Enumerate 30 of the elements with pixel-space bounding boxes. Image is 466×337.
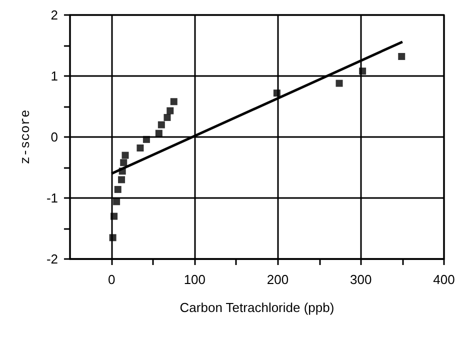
point (142, 136, 150, 143)
point (110, 212, 118, 220)
point (273, 90, 280, 97)
point (113, 198, 120, 206)
y-axis-title: z-score (18, 110, 33, 164)
point (164, 114, 171, 121)
x-tick-label: 0 (108, 272, 116, 287)
point (398, 52, 406, 60)
y-tick-label: -2 (46, 252, 58, 266)
y-tick-label: 0 (50, 130, 58, 144)
y-tick-label: -1 (46, 190, 58, 206)
point (120, 159, 128, 166)
point (166, 107, 174, 114)
point (336, 80, 343, 87)
point (118, 176, 126, 184)
point (170, 98, 178, 106)
x-tick-label: 100 (184, 272, 206, 287)
y-tick-label: 2 (50, 8, 58, 22)
point (136, 144, 144, 152)
point (359, 68, 366, 75)
point (122, 152, 129, 159)
y-tick-label: 1 (50, 68, 58, 84)
point (158, 121, 165, 128)
point (155, 130, 162, 137)
x-tick-label: 400 (433, 272, 455, 287)
x-axis-title: Carbon Tetrachloride (ppb) (180, 300, 334, 315)
point (114, 186, 122, 193)
point (109, 234, 116, 242)
x-tick-label: 200 (266, 272, 289, 287)
x-tick-label: 300 (350, 272, 372, 287)
